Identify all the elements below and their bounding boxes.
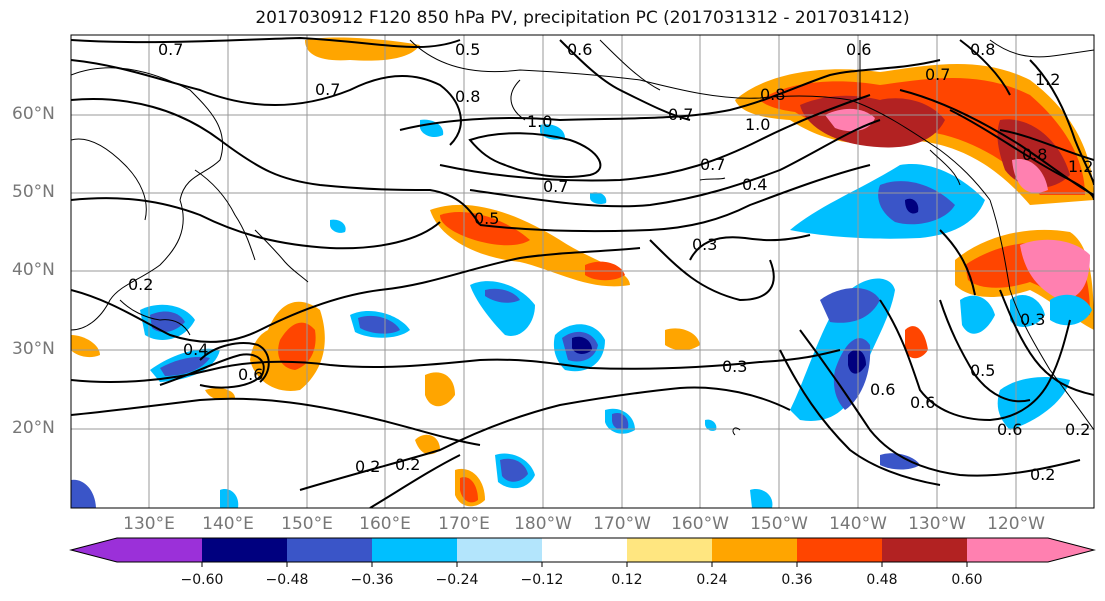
contour-label: 0.7 bbox=[543, 177, 568, 196]
lon-label: 150°E bbox=[281, 514, 333, 534]
colorbar-tick-label: 0.36 bbox=[781, 572, 813, 588]
colorbar-tick-label: 0.48 bbox=[866, 572, 898, 588]
colorbar-segment bbox=[627, 538, 712, 562]
contour-label: 1.0 bbox=[527, 112, 552, 131]
colorbar-segment bbox=[457, 538, 542, 562]
colorbar-segment bbox=[117, 538, 202, 562]
contour-label: 0.2 bbox=[1030, 465, 1055, 484]
contour-label: 0.6 bbox=[567, 40, 592, 59]
contour-label: 0.5 bbox=[970, 361, 995, 380]
lat-label: 40°N bbox=[12, 260, 55, 280]
colorbar-outline bbox=[69, 537, 1096, 563]
contour-label: 0.6 bbox=[997, 420, 1022, 439]
colorbar-tick-label: −0.48 bbox=[265, 572, 309, 588]
colorbar-segment bbox=[287, 538, 372, 562]
contour-label: 0.3 bbox=[692, 235, 717, 254]
contour-label: 0.8 bbox=[970, 40, 995, 59]
lon-label: 140°W bbox=[829, 514, 887, 534]
colorbar-segment bbox=[967, 538, 1048, 562]
colorbar bbox=[69, 537, 1096, 567]
contour-label: 0.6 bbox=[846, 40, 871, 59]
graticule-grid bbox=[71, 35, 1094, 508]
colorbar-tick-label: −0.60 bbox=[180, 572, 224, 588]
contour-label: 0.4 bbox=[183, 340, 208, 359]
contour-label: 0.5 bbox=[455, 40, 480, 59]
contour-label: 0.7 bbox=[158, 40, 183, 59]
contour-label: 0.6 bbox=[870, 380, 895, 399]
colorbar-tick-label: 0.60 bbox=[951, 572, 983, 588]
colorbar-tick-label: −0.36 bbox=[350, 572, 394, 588]
map-plot-area bbox=[71, 35, 1094, 508]
lat-label: 50°N bbox=[12, 182, 55, 202]
lon-label: 150°W bbox=[750, 514, 808, 534]
contour-label: 0.6 bbox=[910, 393, 935, 412]
lon-label: 130°W bbox=[908, 514, 966, 534]
lon-label: 170°E bbox=[438, 514, 490, 534]
contour-label: 0.5 bbox=[474, 209, 499, 228]
contour-label: 0.2 bbox=[355, 457, 380, 476]
pv-contours bbox=[71, 36, 1094, 508]
contour-label: 0.2 bbox=[128, 275, 153, 294]
lon-label: 120°W bbox=[987, 514, 1045, 534]
contour-label: 0.8 bbox=[455, 87, 480, 106]
map-title: 2017030912 F120 850 hPa PV, precipitatio… bbox=[255, 8, 910, 28]
lat-label: 20°N bbox=[12, 418, 55, 438]
lon-label: 160°E bbox=[359, 514, 411, 534]
contour-label: 0.4 bbox=[742, 175, 767, 194]
contour-label: 1.2 bbox=[1035, 70, 1060, 89]
contour-label-layer: 0.7 0.5 0.6 0.6 0.8 0.7 0.8 1.0 0.7 0.7 … bbox=[128, 40, 1093, 484]
colorbar-segment bbox=[202, 538, 287, 562]
colorbar-extend-min bbox=[71, 538, 117, 562]
colorbar-tick-label: 0.12 bbox=[611, 572, 643, 588]
contour-label: 1.0 bbox=[745, 115, 770, 134]
lat-label: 30°N bbox=[12, 339, 55, 359]
map-frame bbox=[70, 34, 1095, 509]
contour-label: 0.7 bbox=[700, 155, 725, 174]
contour-label: 0.6 bbox=[238, 365, 263, 384]
colorbar-tick-label: −0.24 bbox=[435, 572, 479, 588]
colorbar-segment bbox=[797, 538, 882, 562]
colorbar-tick-label: −0.12 bbox=[520, 572, 564, 588]
contour-label: 0.3 bbox=[722, 357, 747, 376]
contour-label: 1.2 bbox=[1068, 157, 1093, 176]
lon-label: 130°E bbox=[123, 514, 175, 534]
colorbar-segment bbox=[882, 538, 967, 562]
colorbar-segment bbox=[372, 538, 457, 562]
colorbar-segment bbox=[712, 538, 797, 562]
colorbar-segment bbox=[542, 538, 627, 562]
contour-label: 0.3 bbox=[1020, 310, 1045, 329]
lon-label: 180°W bbox=[514, 514, 572, 534]
colorbar-tick-label: 0.24 bbox=[696, 572, 728, 588]
lat-label: 60°N bbox=[12, 104, 55, 124]
coastlines bbox=[71, 39, 1094, 436]
lon-label: 160°W bbox=[671, 514, 729, 534]
lon-label: 140°E bbox=[202, 514, 254, 534]
contour-label: 0.2 bbox=[1065, 420, 1090, 439]
lon-label: 170°W bbox=[593, 514, 651, 534]
contour-label: 0.7 bbox=[668, 105, 693, 124]
colorbar-extend-max bbox=[1048, 538, 1094, 562]
contour-label: 0.2 bbox=[395, 455, 420, 474]
contour-label: 0.8 bbox=[760, 85, 785, 104]
contour-label: 0.7 bbox=[925, 65, 950, 84]
contour-label: 0.7 bbox=[315, 80, 340, 99]
contour-label: 0.8 bbox=[1022, 145, 1047, 164]
